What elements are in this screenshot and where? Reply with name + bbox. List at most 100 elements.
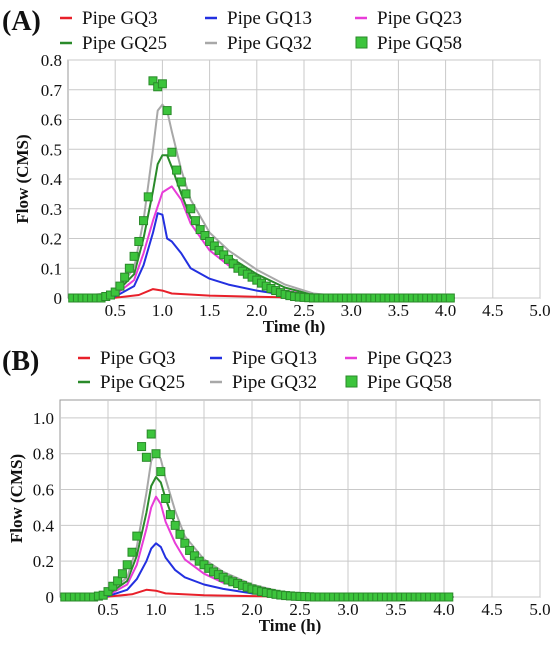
data-point: [132, 531, 142, 541]
data-point: [115, 281, 125, 291]
data-point: [186, 204, 196, 214]
data-point: [189, 551, 199, 561]
data-point: [445, 293, 455, 303]
legend-label: Pipe GQ23: [367, 348, 452, 369]
data-point: [156, 467, 166, 477]
data-point: [148, 76, 158, 86]
legend-label: Pipe GQ58: [367, 372, 452, 393]
data-point: [113, 576, 123, 586]
data-point: [172, 165, 182, 175]
x-tick-label: 1.0: [145, 600, 166, 619]
data-point: [190, 216, 200, 226]
data-point: [167, 147, 177, 157]
x-tick-label: 1.0: [152, 301, 173, 320]
x-tick-label: 0.5: [97, 600, 118, 619]
series-line-pipe-gq32: [67, 103, 456, 299]
data-point: [181, 189, 191, 199]
legend-label: Pipe GQ13: [232, 348, 317, 369]
panel-label: (A): [2, 6, 41, 37]
x-tick-label: 5.0: [529, 600, 550, 619]
legend-label: Pipe GQ58: [377, 33, 462, 54]
chart-panel-1: (B) 0.5 1.0 1.5 2.0 2.5 3.0 3.5 4.0 4.5 5.0 0 0.2 0.4…: [2, 346, 550, 635]
data-point: [137, 442, 147, 452]
legend-label: Pipe GQ25: [82, 33, 167, 54]
data-point: [180, 538, 190, 548]
data-point: [129, 251, 139, 261]
data-point: [195, 225, 205, 235]
legend-label: Pipe GQ23: [377, 8, 462, 29]
data-point: [122, 560, 132, 570]
legend-swatch: [355, 36, 368, 49]
legend-label: Pipe GQ25: [100, 372, 185, 393]
y-tick-label: 0.7: [41, 81, 63, 100]
x-tick-label: 3.5: [385, 600, 406, 619]
legend-swatch: [345, 375, 358, 388]
y-tick-label: 0.5: [41, 140, 62, 159]
data-point: [170, 520, 180, 530]
data-point: [151, 449, 161, 459]
y-axis-title: Flow (CMS): [7, 454, 26, 543]
data-point: [103, 587, 113, 597]
x-tick-label: 3.0: [341, 301, 362, 320]
legend-label: Pipe GQ32: [227, 33, 312, 54]
data-point: [161, 494, 171, 503]
y-tick-label: 0.8: [33, 445, 54, 464]
legend-label: Pipe GQ32: [232, 372, 317, 393]
y-tick-label: 0.8: [41, 51, 62, 70]
y-tick-label: 0.2: [33, 552, 54, 571]
x-axis-title: Time (h): [259, 616, 322, 635]
data-point: [108, 581, 118, 591]
panel-label: (B): [2, 346, 39, 377]
x-tick-label: 4.0: [435, 301, 456, 320]
x-tick-label: 1.5: [199, 301, 220, 320]
chart-panel-0: (A) 0.5 1.0 1.5 2.0 2.5 3.0 3.5 4.0 4.5 5.0 0 0.1 0.2…: [2, 6, 550, 336]
data-point: [146, 429, 156, 439]
data-point: [110, 287, 120, 297]
legend-label: Pipe GQ13: [227, 8, 312, 29]
legend-label: Pipe GQ3: [100, 348, 175, 369]
x-tick-label: 3.5: [388, 301, 409, 320]
x-tick-label: 2.0: [241, 600, 262, 619]
y-tick-label: 0: [54, 289, 63, 308]
x-axis-title: Time (h): [263, 317, 326, 336]
y-tick-label: 0.4: [33, 516, 55, 535]
data-point: [175, 529, 185, 539]
data-point: [176, 177, 186, 187]
data-point: [124, 263, 134, 273]
data-point: [134, 236, 144, 246]
x-tick-label: 0.5: [105, 301, 126, 320]
data-point: [165, 510, 175, 520]
x-tick-label: 5.0: [529, 301, 550, 320]
data-point: [117, 569, 127, 579]
data-point: [139, 216, 149, 226]
data-point: [120, 272, 130, 282]
data-point: [200, 231, 210, 241]
y-tick-label: 0.1: [41, 259, 62, 278]
y-tick-label: 0.2: [41, 230, 62, 249]
x-tick-label: 2.5: [293, 301, 314, 320]
x-tick-label: 1.5: [193, 600, 214, 619]
legend-label: Pipe GQ3: [82, 8, 157, 29]
data-point: [143, 192, 153, 202]
x-tick-label: 4.0: [433, 600, 454, 619]
y-tick-label: 0.6: [41, 111, 62, 130]
data-point: [141, 452, 151, 462]
x-tick-label: 3.0: [337, 600, 358, 619]
y-tick-label: 0: [46, 588, 55, 607]
y-tick-label: 1.0: [33, 409, 54, 428]
x-tick-label: 2.5: [289, 600, 310, 619]
legend: Pipe GQ3 Pipe GQ13 Pipe GQ23 Pipe GQ25 Pipe …: [60, 8, 462, 54]
y-tick-label: 0.6: [33, 481, 54, 500]
data-point: [162, 106, 172, 116]
data-point: [157, 79, 167, 89]
data-point: [444, 592, 454, 602]
x-tick-label: 4.5: [481, 600, 502, 619]
data-point: [185, 545, 195, 555]
y-tick-label: 0.3: [41, 200, 62, 219]
y-tick-label: 0.4: [41, 170, 63, 189]
x-tick-label: 2.0: [246, 301, 267, 320]
x-tick-label: 4.5: [482, 301, 503, 320]
legend: Pipe GQ3 Pipe GQ13 Pipe GQ23 Pipe GQ25 Pipe …: [78, 348, 452, 393]
data-point: [127, 547, 137, 557]
